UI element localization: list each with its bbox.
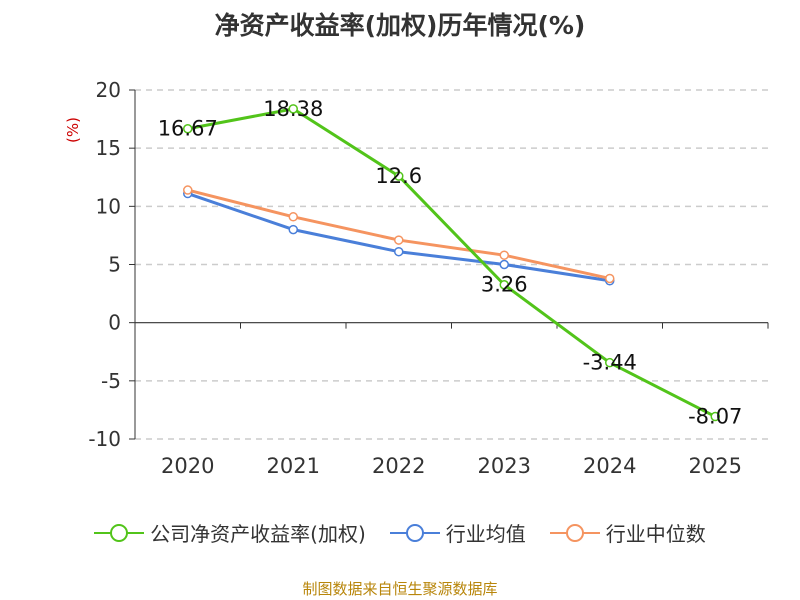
legend-marker-industry-mean [389, 523, 440, 542]
y-tick-label: 0 [108, 311, 121, 335]
data-label: -8.07 [688, 405, 742, 429]
legend-item-industry-mean[interactable]: 行业均值 [389, 518, 526, 547]
x-tick-label: 2023 [478, 454, 531, 478]
data-point [499, 279, 509, 290]
series-line-0 [187, 107, 716, 418]
y-tick-label: -10 [88, 427, 121, 451]
data-label: 3.26 [481, 273, 528, 297]
x-tick-label: 2025 [689, 454, 742, 478]
data-point [710, 411, 720, 422]
x-tick-label: 2020 [161, 454, 214, 478]
x-tick-label: 2022 [372, 454, 425, 478]
data-label: 12.6 [375, 164, 422, 188]
legend-label-industry-median: 行业中位数 [605, 522, 706, 546]
data-point [288, 212, 298, 222]
data-label: -3.44 [583, 351, 637, 375]
y-tick-label: 20 [96, 78, 121, 102]
data-point [499, 250, 509, 260]
legend-marker-industry-median [549, 523, 600, 542]
x-tick-label: 2021 [267, 454, 320, 478]
y-tick-label: -5 [101, 369, 121, 393]
data-point [394, 235, 404, 245]
data-point [605, 357, 615, 368]
data-point [288, 224, 298, 235]
series-line-2 [187, 188, 611, 280]
legend: 公司净资产收益率(加权) 行业均值 行业中位数 [0, 518, 800, 547]
data-point [288, 104, 298, 114]
x-tick-label: 2024 [583, 454, 636, 478]
legend-item-company[interactable]: 公司净资产收益率(加权) [94, 518, 366, 547]
y-axis-label: (%) [64, 117, 82, 143]
data-label: 18.38 [263, 97, 323, 121]
chart-title: 净资产收益率(加权)历年情况(%) [214, 11, 586, 40]
data-point [605, 273, 615, 284]
y-tick-label: 5 [108, 253, 121, 277]
y-tick-label: 10 [96, 194, 121, 218]
legend-label-industry-mean: 行业均值 [445, 522, 526, 546]
data-point [394, 246, 404, 257]
data-label: 16.67 [158, 117, 218, 141]
y-tick-label: 15 [96, 136, 121, 160]
data-point [499, 259, 509, 270]
data-point [183, 185, 193, 195]
legend-marker-company [94, 523, 145, 542]
data-point [394, 171, 404, 181]
source-note: 制图数据来自恒生聚源数据库 [302, 580, 498, 598]
legend-label-company: 公司净资产收益率(加权) [150, 522, 366, 546]
data-point [183, 123, 193, 134]
legend-item-industry-median[interactable]: 行业中位数 [549, 518, 706, 547]
